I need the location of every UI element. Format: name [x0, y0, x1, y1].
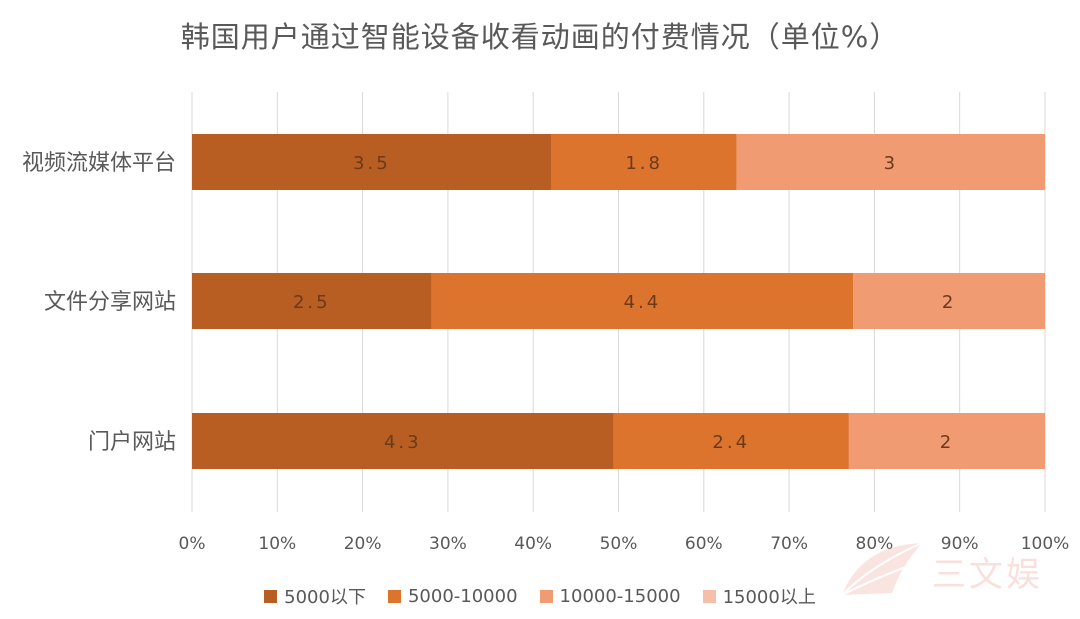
- category-label: 文件分享网站: [44, 290, 176, 315]
- x-tick-label: 100%: [1021, 534, 1070, 554]
- data-label: 1.8: [625, 153, 663, 174]
- x-tick-label: 40%: [514, 534, 552, 554]
- legend-swatch: [539, 589, 553, 603]
- legend-item: 5000以下: [264, 583, 366, 609]
- legend-swatch: [387, 589, 401, 603]
- x-tick-label: 30%: [429, 534, 467, 554]
- data-label: 2.4: [712, 432, 750, 453]
- bar-segment: [192, 413, 614, 469]
- x-tick-label: 10%: [258, 534, 296, 554]
- x-tick-label: 90%: [941, 534, 979, 554]
- bar-segment: [736, 134, 1045, 190]
- data-label: 2: [942, 292, 956, 313]
- bar-segment: [551, 134, 737, 190]
- data-label: 4.3: [384, 432, 422, 453]
- x-tick-label: 80%: [856, 534, 894, 554]
- data-label: 4.4: [624, 292, 662, 313]
- legend-swatch: [702, 589, 716, 603]
- legend-label: 15000以上: [722, 587, 816, 608]
- legend-item: 10000-15000: [539, 583, 681, 609]
- bar-segment: [848, 413, 1045, 469]
- x-tick-label: 0%: [179, 534, 206, 554]
- data-label: 2: [940, 432, 954, 453]
- bar-segment: [613, 413, 849, 469]
- chart-title: 韩国用户通过智能设备收看动画的付费情况（单位%）: [180, 20, 900, 54]
- bar-segment: [192, 273, 432, 329]
- category-label: 视频流媒体平台: [22, 151, 176, 176]
- watermark-text: 三文娱: [932, 555, 1043, 595]
- x-tick-label: 60%: [685, 534, 723, 554]
- watermark-fan-icon: [841, 542, 923, 596]
- legend-label: 5000以下: [284, 587, 366, 608]
- bar-segment: [431, 273, 854, 329]
- legend: 5000以下 5000-10000 10000-15000 15000以上: [0, 583, 1080, 609]
- legend-item: 5000-10000: [387, 583, 518, 609]
- bar-segment: [853, 273, 1045, 329]
- x-tick-label: 70%: [770, 534, 808, 554]
- data-label: 3.5: [353, 153, 391, 174]
- legend-item: 15000以上: [702, 583, 816, 609]
- data-label: 3: [884, 153, 898, 174]
- legend-label: 10000-15000: [559, 585, 681, 607]
- data-label: 2.5: [293, 292, 331, 313]
- x-tick-label: 20%: [344, 534, 382, 554]
- x-tick-label: 50%: [600, 534, 638, 554]
- bar-segment: [192, 134, 552, 190]
- category-label: 门户网站: [88, 430, 176, 455]
- watermark-logo: 三文娱: [832, 535, 1067, 603]
- legend-label: 5000-10000: [407, 585, 518, 607]
- legend-swatch: [264, 589, 278, 603]
